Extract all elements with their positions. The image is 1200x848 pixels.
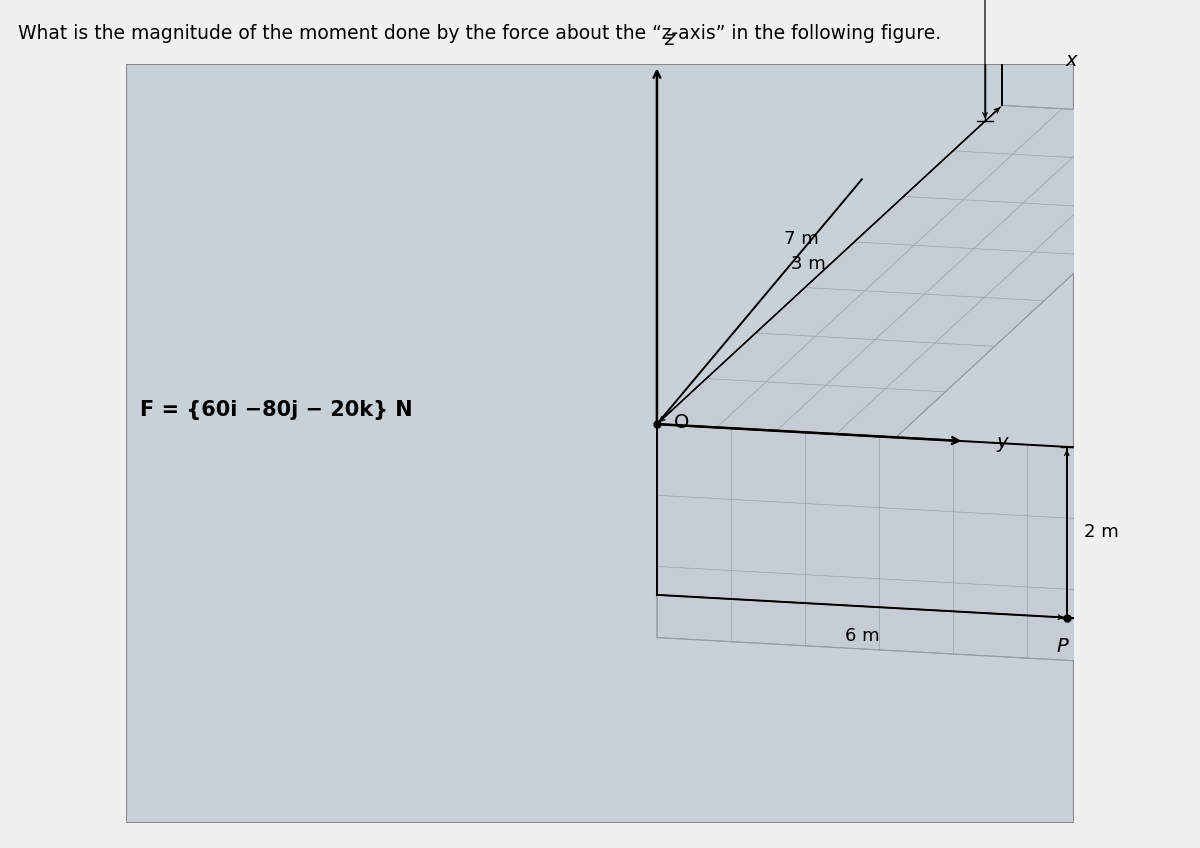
Text: P: P — [1056, 637, 1068, 656]
Text: 2 m: 2 m — [1084, 523, 1118, 541]
Text: y: y — [996, 433, 1008, 452]
Text: z: z — [665, 31, 674, 49]
Text: 6 m: 6 m — [845, 628, 880, 645]
Text: 7 m: 7 m — [784, 230, 818, 248]
Polygon shape — [656, 105, 1200, 438]
Text: What is the magnitude of the moment done by the force about the “z-axis” in the : What is the magnitude of the moment done… — [18, 24, 941, 42]
Text: x: x — [1066, 51, 1078, 70]
Text: O: O — [674, 413, 689, 432]
Text: 3 m: 3 m — [791, 254, 826, 272]
Polygon shape — [656, 424, 1100, 662]
Text: F = {60i −80j − 20k} N: F = {60i −80j − 20k} N — [140, 400, 413, 420]
